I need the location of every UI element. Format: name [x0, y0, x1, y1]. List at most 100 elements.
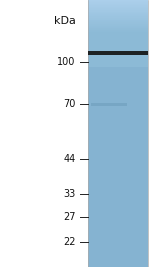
Bar [88, 117, 148, 118]
Bar [88, 129, 148, 130]
Bar [88, 187, 148, 188]
Bar [88, 219, 148, 220]
Bar [88, 235, 148, 237]
Bar [88, 155, 148, 156]
Bar [88, 3, 148, 5]
Bar [88, 160, 148, 161]
Bar [88, 263, 148, 264]
Bar [88, 227, 148, 229]
Bar [88, 201, 148, 202]
Bar [88, 195, 148, 196]
Bar [88, 153, 148, 154]
Bar [88, 140, 148, 142]
Bar [88, 148, 148, 150]
Bar [88, 202, 148, 203]
Bar [88, 31, 148, 32]
Bar [88, 128, 148, 129]
Bar [88, 150, 148, 151]
Bar [88, 72, 148, 73]
Bar [88, 245, 148, 246]
Bar [88, 189, 148, 190]
Bar [88, 216, 148, 217]
Bar [88, 174, 148, 175]
Bar [88, 121, 148, 122]
Bar [88, 75, 148, 77]
Bar [88, 95, 148, 96]
Bar [88, 249, 148, 250]
Bar [88, 18, 148, 19]
Bar [88, 233, 148, 234]
Bar [88, 211, 148, 213]
Bar [88, 71, 148, 72]
Bar [88, 98, 148, 99]
Bar [88, 161, 148, 162]
Bar [88, 26, 148, 27]
Bar [88, 230, 148, 231]
Bar [88, 44, 148, 45]
Bar [88, 23, 148, 24]
Bar [88, 175, 148, 176]
Bar [88, 203, 148, 205]
Bar [88, 127, 148, 128]
Bar [88, 34, 148, 36]
Bar [88, 50, 148, 51]
Bar [88, 91, 148, 93]
Bar [88, 252, 148, 253]
Bar [88, 114, 148, 115]
Bar [88, 225, 148, 226]
Bar [88, 208, 148, 209]
Bar [88, 137, 148, 138]
Bar [88, 51, 148, 55]
Bar [88, 176, 148, 177]
Bar [88, 219, 148, 221]
Bar [88, 20, 148, 21]
Bar [88, 156, 148, 158]
Bar [88, 170, 148, 171]
Bar [88, 222, 148, 223]
Bar [88, 243, 148, 244]
Bar [88, 265, 148, 266]
Bar [88, 191, 148, 192]
Text: 44: 44 [63, 154, 75, 164]
Bar [88, 83, 148, 85]
Bar [88, 235, 148, 236]
Bar [88, 110, 148, 111]
Bar [88, 163, 148, 165]
Bar [88, 168, 148, 169]
Bar [91, 103, 127, 106]
Text: 33: 33 [63, 189, 75, 198]
Bar [88, 18, 148, 19]
Bar [88, 223, 148, 224]
Bar [88, 49, 148, 50]
Bar [88, 211, 148, 212]
Bar [88, 104, 148, 105]
Bar [88, 179, 148, 180]
Bar [88, 13, 148, 14]
Bar [88, 42, 148, 44]
Bar [88, 247, 148, 248]
Bar [88, 2, 148, 3]
Bar [88, 149, 148, 150]
Bar [88, 41, 148, 42]
Bar [88, 124, 148, 125]
Bar [88, 42, 148, 43]
Bar [88, 116, 148, 117]
Bar [88, 144, 148, 145]
Bar [88, 93, 148, 94]
Bar [88, 37, 148, 38]
Bar [88, 163, 148, 164]
Bar [88, 226, 148, 227]
Bar [88, 9, 148, 10]
Bar [88, 142, 148, 143]
Bar [88, 231, 148, 232]
Bar [88, 83, 148, 84]
Bar [88, 107, 148, 108]
Bar [88, 167, 148, 168]
Bar [88, 224, 148, 225]
Bar [88, 57, 148, 58]
Bar [88, 29, 148, 30]
Bar [88, 151, 148, 152]
Bar [88, 43, 148, 45]
Bar [88, 46, 148, 47]
Bar [88, 2, 148, 3]
